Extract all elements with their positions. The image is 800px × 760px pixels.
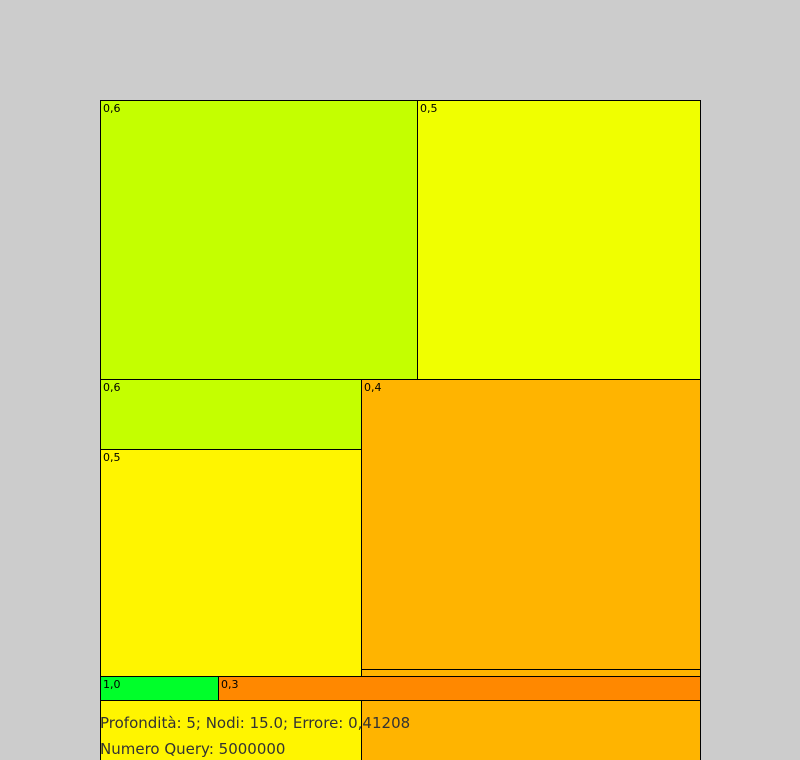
cell-value-label: 1,0 xyxy=(103,678,121,691)
query-count: Numero Query: 5000000 xyxy=(100,740,286,758)
treemap-cell: 1,0 xyxy=(100,676,219,701)
cell-value-label: 0,5 xyxy=(420,102,438,115)
treemap-cell: 0,3 xyxy=(218,676,701,701)
cell-value-label: 0,5 xyxy=(103,451,121,464)
treemap-cell: 0,5 xyxy=(100,449,362,760)
treemap-cell: 0,5 xyxy=(417,100,701,380)
treemap-cell: 0,6 xyxy=(100,100,418,380)
cell-value-label: 0,6 xyxy=(103,102,121,115)
status-summary: Profondità: 5; Nodi: 15.0; Errore: 0,412… xyxy=(100,714,411,732)
treemap-cell: 0,4 xyxy=(361,379,701,760)
treemap-cell: 0,6 xyxy=(100,379,362,450)
cell-value-label: 0,3 xyxy=(221,678,239,691)
cell-value-label: 0,6 xyxy=(103,381,121,394)
cell-value-label: 0,4 xyxy=(364,381,382,394)
treemap: 0,6 0,5 0,6 0,4 0,5 1,0 0,3 xyxy=(100,100,701,760)
